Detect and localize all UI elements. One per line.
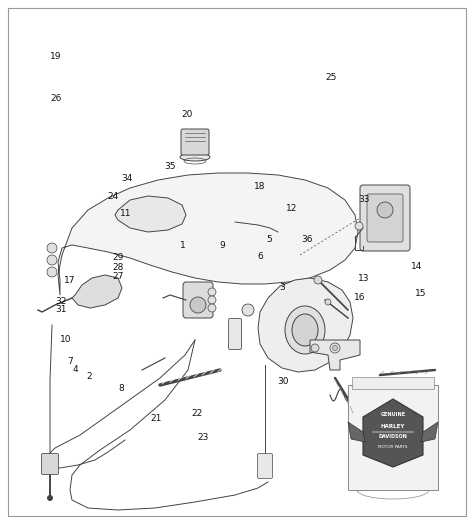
Polygon shape bbox=[115, 196, 186, 232]
Circle shape bbox=[190, 297, 206, 313]
Ellipse shape bbox=[180, 153, 210, 161]
Polygon shape bbox=[58, 173, 358, 295]
Text: 9: 9 bbox=[219, 241, 225, 250]
Text: 20: 20 bbox=[182, 110, 193, 119]
Ellipse shape bbox=[292, 314, 318, 346]
Text: 15: 15 bbox=[415, 289, 427, 298]
Text: DAVIDSON: DAVIDSON bbox=[379, 434, 408, 440]
Circle shape bbox=[325, 299, 331, 305]
Text: 24: 24 bbox=[107, 192, 118, 201]
Text: 30: 30 bbox=[278, 377, 289, 386]
Polygon shape bbox=[348, 422, 365, 442]
Text: 32: 32 bbox=[55, 297, 66, 306]
Text: 22: 22 bbox=[191, 409, 202, 419]
Circle shape bbox=[47, 255, 57, 265]
Polygon shape bbox=[421, 422, 438, 442]
Polygon shape bbox=[258, 278, 353, 372]
Text: 16: 16 bbox=[354, 293, 365, 302]
Polygon shape bbox=[72, 275, 122, 308]
Text: 8: 8 bbox=[118, 384, 124, 394]
FancyBboxPatch shape bbox=[257, 453, 273, 478]
Circle shape bbox=[47, 267, 57, 277]
Text: 36: 36 bbox=[301, 235, 313, 245]
Circle shape bbox=[47, 243, 57, 253]
Text: 4: 4 bbox=[72, 365, 78, 375]
Text: 18: 18 bbox=[254, 181, 265, 191]
Text: 21: 21 bbox=[151, 413, 162, 423]
FancyBboxPatch shape bbox=[183, 282, 213, 318]
Circle shape bbox=[47, 495, 53, 501]
Circle shape bbox=[314, 276, 322, 284]
Text: 19: 19 bbox=[50, 52, 62, 61]
Text: 3: 3 bbox=[279, 282, 285, 292]
Text: 33: 33 bbox=[358, 194, 370, 204]
Text: 34: 34 bbox=[121, 173, 133, 183]
Circle shape bbox=[208, 288, 216, 296]
FancyBboxPatch shape bbox=[348, 385, 438, 490]
Circle shape bbox=[311, 344, 319, 352]
Circle shape bbox=[208, 296, 216, 304]
Polygon shape bbox=[363, 399, 423, 467]
Text: 27: 27 bbox=[112, 272, 123, 281]
Text: 6: 6 bbox=[257, 252, 263, 261]
Text: 14: 14 bbox=[410, 261, 422, 271]
Text: 25: 25 bbox=[325, 73, 337, 82]
Polygon shape bbox=[310, 340, 360, 370]
Text: 13: 13 bbox=[358, 274, 370, 283]
Circle shape bbox=[208, 304, 216, 312]
Text: HARLEY: HARLEY bbox=[381, 424, 405, 430]
Text: 10: 10 bbox=[60, 335, 71, 344]
Text: 7: 7 bbox=[67, 357, 73, 366]
Text: MOTOR PARTS: MOTOR PARTS bbox=[378, 445, 408, 449]
FancyBboxPatch shape bbox=[360, 185, 410, 251]
FancyBboxPatch shape bbox=[181, 129, 209, 155]
Text: 29: 29 bbox=[112, 253, 123, 263]
Ellipse shape bbox=[285, 306, 325, 354]
Text: 35: 35 bbox=[164, 162, 175, 171]
Circle shape bbox=[377, 202, 393, 218]
Text: GENUINE: GENUINE bbox=[381, 412, 406, 418]
FancyBboxPatch shape bbox=[352, 377, 434, 389]
Text: 12: 12 bbox=[286, 204, 297, 213]
Text: 1: 1 bbox=[180, 241, 185, 250]
Text: 2: 2 bbox=[86, 372, 92, 381]
FancyBboxPatch shape bbox=[367, 194, 403, 242]
Circle shape bbox=[330, 343, 340, 353]
Text: 31: 31 bbox=[55, 304, 66, 314]
Text: 26: 26 bbox=[50, 94, 62, 103]
FancyBboxPatch shape bbox=[42, 453, 58, 475]
Circle shape bbox=[332, 345, 337, 351]
Circle shape bbox=[355, 222, 363, 230]
Circle shape bbox=[242, 304, 254, 316]
Text: 5: 5 bbox=[266, 235, 272, 245]
Text: 23: 23 bbox=[197, 433, 209, 442]
Text: 11: 11 bbox=[120, 209, 131, 219]
Text: 17: 17 bbox=[64, 276, 76, 285]
FancyBboxPatch shape bbox=[228, 319, 241, 350]
Text: 28: 28 bbox=[112, 263, 123, 272]
